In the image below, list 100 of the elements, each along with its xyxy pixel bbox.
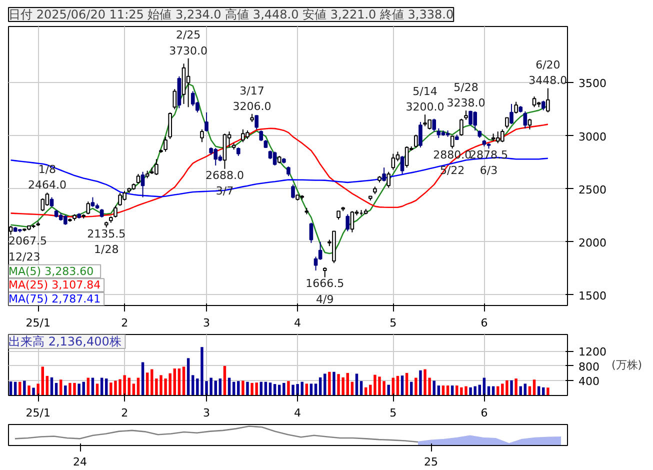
text: MA(25) 3,107.84	[8, 278, 101, 292]
bar	[324, 374, 326, 396]
x-tick-label: 2	[121, 316, 128, 330]
candlestick	[514, 101, 518, 114]
x-tick-label: 2	[121, 406, 128, 420]
candlestick	[350, 210, 354, 233]
candlestick	[450, 135, 454, 149]
annotation: 3/17 3206.0	[232, 84, 272, 113]
bar	[41, 366, 44, 396]
bar	[355, 374, 358, 396]
x-tick-label: 25/1	[26, 406, 50, 420]
bar	[414, 378, 418, 396]
y-tick-label: 1500	[578, 289, 606, 302]
y-tick-label: 800	[578, 360, 600, 374]
candlestick	[532, 96, 536, 108]
bar	[328, 372, 331, 396]
x-tick-label: 25	[424, 456, 438, 468]
candlestick	[186, 58, 190, 108]
candlestick	[414, 134, 418, 148]
candlestick	[464, 110, 468, 120]
bar	[23, 380, 26, 396]
bar	[246, 382, 249, 396]
x-tick-label: 3	[203, 316, 210, 330]
candlestick	[500, 128, 504, 143]
y-tick-label: 1200	[578, 346, 606, 359]
x-tick-label: 5	[390, 316, 397, 330]
bar	[178, 368, 181, 396]
annotation: 1/8 2464.0	[28, 163, 66, 192]
candlestick	[346, 214, 350, 232]
candlestick	[523, 110, 528, 129]
candlestick	[200, 128, 204, 143]
text: MA(75) 2,787.41	[8, 292, 101, 306]
x-tick-label: 3	[203, 406, 210, 420]
candlestick	[259, 130, 264, 142]
candlestick	[382, 167, 386, 182]
candlestick	[460, 118, 464, 136]
candlestick	[291, 184, 295, 199]
annotation: 5/28 3238.0	[446, 80, 486, 110]
candlestick	[90, 196, 95, 208]
candlestick	[528, 118, 532, 130]
chart-title: 日付 2025/06/20 11:25 始値 3,234.0 高値 3,448.0 安値 3,221.0 終値 3,338.0	[8, 8, 454, 22]
bar	[432, 380, 436, 396]
candlestick	[505, 117, 509, 129]
candlestick	[63, 214, 68, 226]
candlestick	[136, 173, 140, 184]
candlestick	[541, 100, 546, 111]
y-axis-title: (万株)	[611, 358, 642, 372]
x-tick-label: 25/1	[26, 316, 50, 330]
x-tick-label: 6	[480, 406, 488, 420]
candlestick	[140, 171, 145, 198]
annotation: 2135.5 1/28	[87, 227, 126, 256]
candlestick	[386, 171, 391, 188]
bar	[287, 381, 290, 396]
bar	[282, 382, 286, 396]
candlestick	[546, 88, 550, 113]
annotation: 5/14 3200.0	[406, 84, 444, 114]
bar	[519, 386, 522, 396]
bar	[223, 366, 226, 396]
x-tick-label: 5	[390, 406, 397, 420]
bar	[186, 358, 190, 396]
bar	[514, 378, 518, 396]
y-tick-label: 3000	[578, 130, 606, 144]
candlestick	[391, 153, 396, 170]
candlestick	[510, 103, 514, 125]
bar	[242, 380, 244, 396]
x-tick-label: 4	[294, 406, 302, 420]
chart-title: 出来高 2,136,400株	[8, 334, 122, 348]
y-tick-label: 400	[578, 375, 600, 388]
candlestick	[164, 136, 168, 152]
y-tick-label: 2000	[578, 236, 606, 250]
bar	[141, 362, 144, 396]
text: MA(5) 3,283.60	[8, 264, 94, 278]
y-tick-label: 3500	[578, 77, 606, 90]
bar	[332, 372, 336, 396]
bar	[214, 380, 217, 396]
bar	[36, 384, 40, 396]
candlestick	[400, 155, 404, 174]
candlestick	[418, 121, 422, 148]
candlestick	[168, 112, 172, 140]
annotation: 2/25 3730.0	[169, 28, 208, 58]
bar	[182, 366, 186, 396]
y-tick-label: 2500	[578, 183, 606, 196]
candlestick	[86, 201, 90, 215]
candlestick	[50, 196, 54, 208]
bar	[419, 370, 422, 396]
annotation: 2067.5 12/23	[8, 234, 47, 264]
bar	[146, 372, 149, 396]
bar	[546, 388, 550, 396]
bar	[191, 375, 194, 396]
x-tick-label: 24	[73, 456, 87, 468]
line-series	[10, 124, 549, 218]
candlestick	[114, 205, 118, 218]
candlestick	[172, 88, 177, 110]
candlestick	[436, 128, 441, 138]
candlestick	[254, 114, 258, 130]
candlestick	[309, 222, 314, 244]
bar	[32, 388, 35, 396]
x-tick-label: 6	[480, 316, 488, 330]
candlestick	[322, 266, 327, 278]
bar	[510, 380, 513, 396]
